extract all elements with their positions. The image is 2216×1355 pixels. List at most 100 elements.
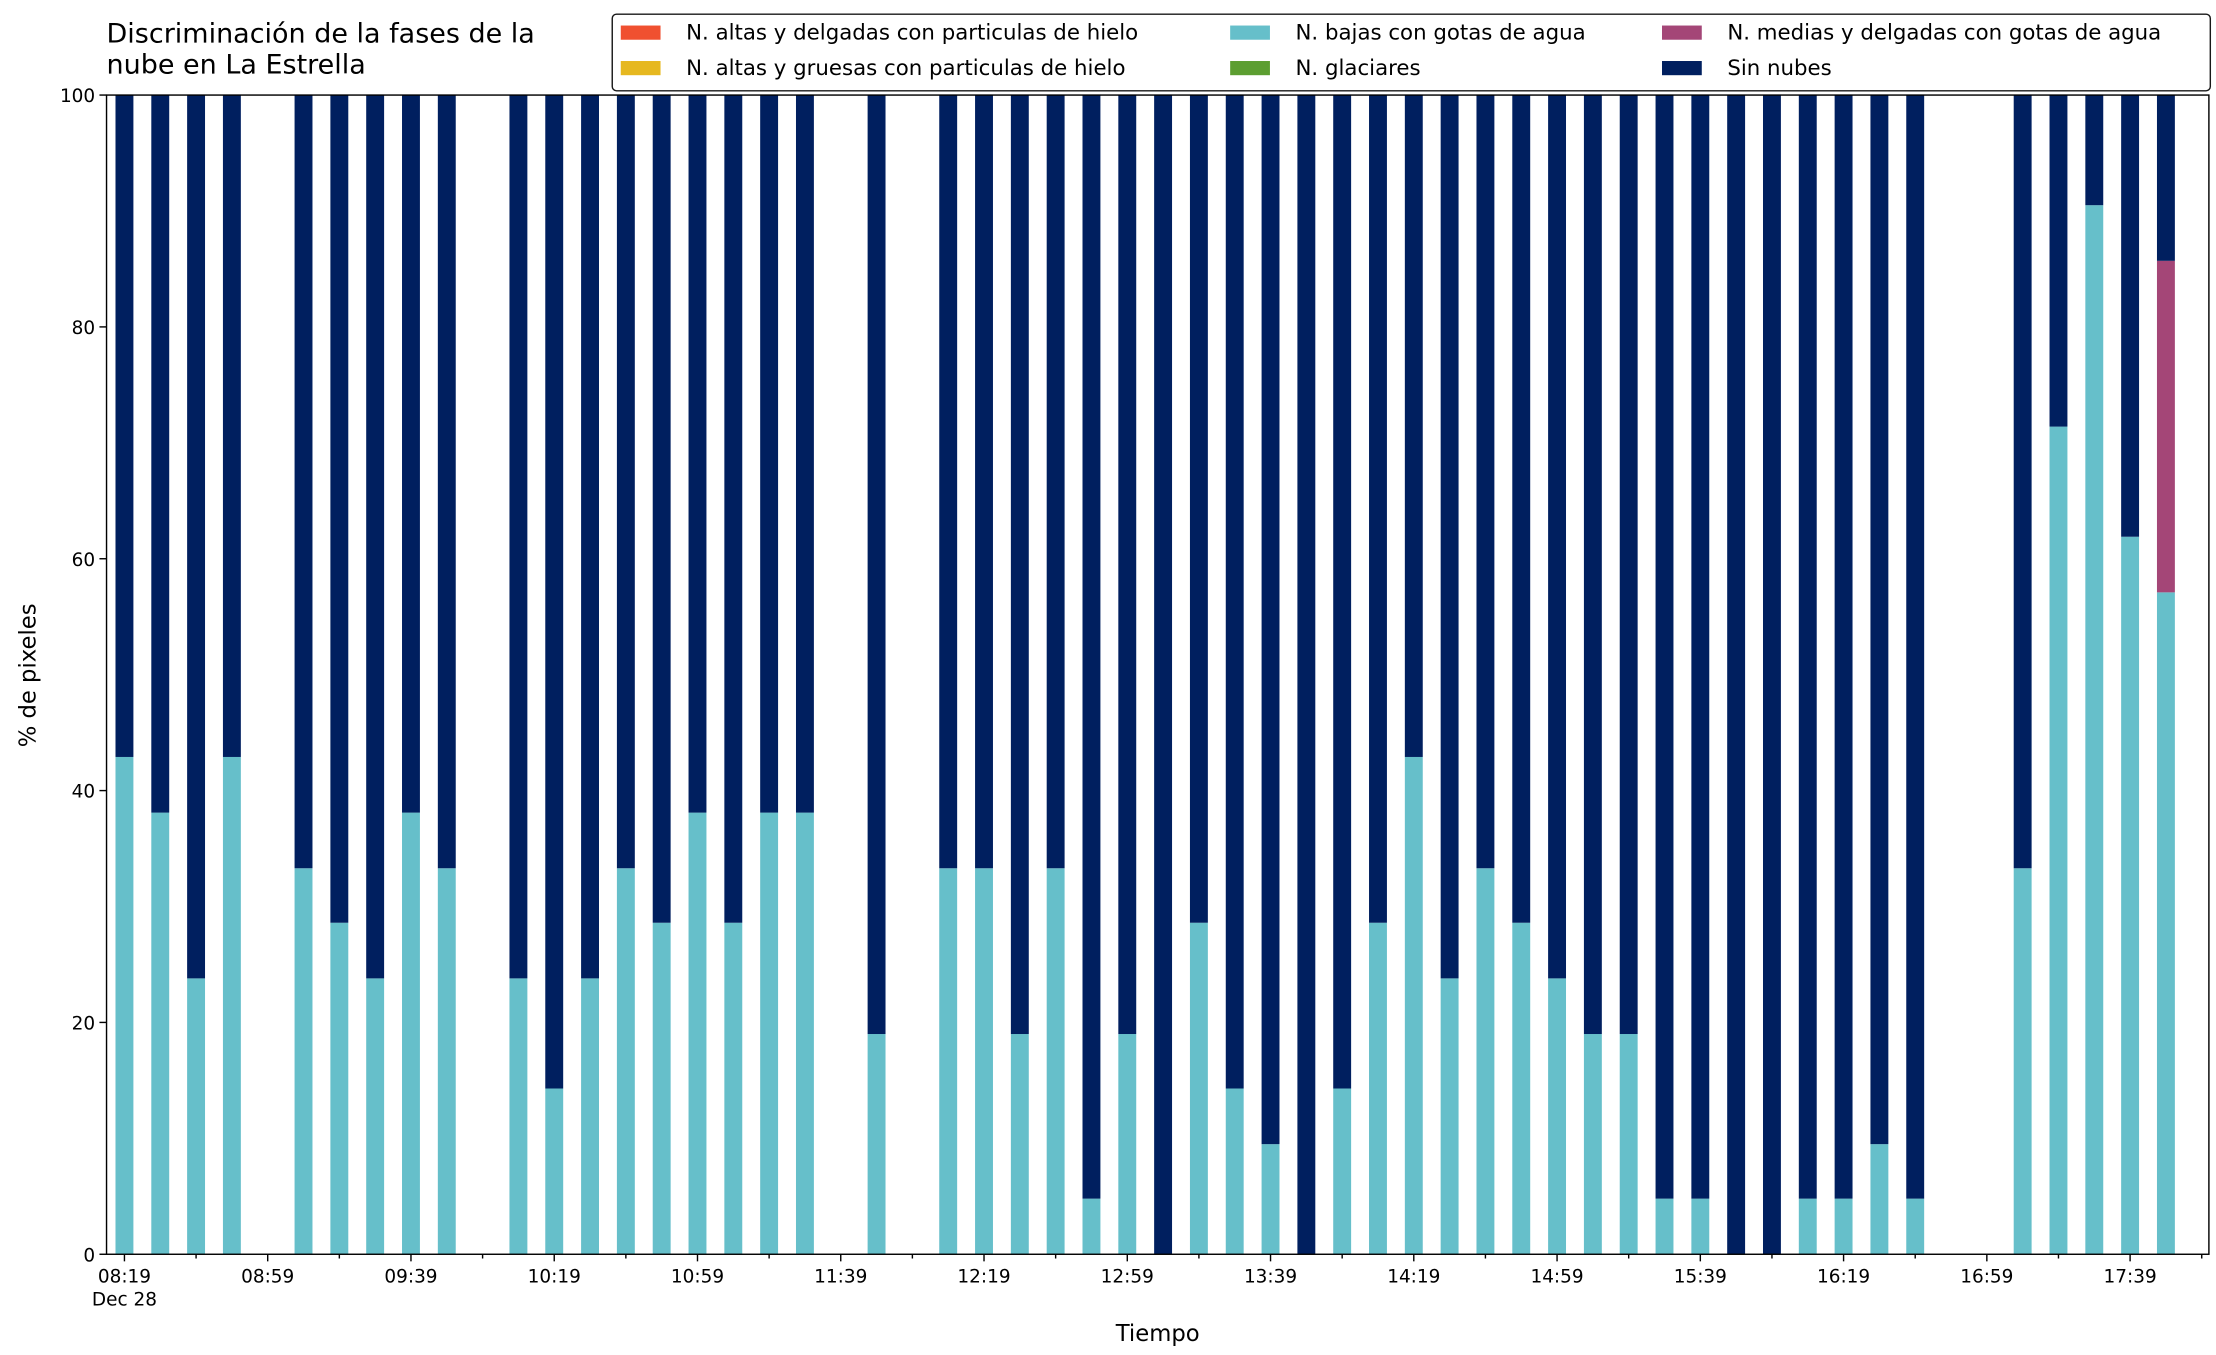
bar-segment [688, 95, 707, 813]
x-tick-label: 12:59 [1101, 1267, 1154, 1288]
legend-label: N. altas y delgadas con particulas de hi… [686, 21, 1138, 46]
bar-segment [545, 1088, 564, 1255]
x-tick-label: 16:59 [1960, 1267, 2013, 1288]
bar-segment [2049, 426, 2068, 1255]
legend-swatch [620, 61, 661, 76]
bar-segment [545, 95, 564, 1089]
bar-segment [1010, 95, 1029, 1035]
bar-segment [1010, 1034, 1029, 1255]
x-tick-label: 14:19 [1387, 1267, 1440, 1288]
x-tick-label: 10:19 [528, 1267, 581, 1288]
legend-label: N. glaciares [1296, 56, 1421, 81]
bar-segment [1619, 1034, 1638, 1255]
legend-label: Sin nubes [1727, 56, 1831, 81]
bar-segment [1512, 95, 1531, 923]
bar-segment [2156, 95, 2175, 261]
bar-segment [294, 868, 313, 1255]
bar-segment [1512, 922, 1531, 1255]
x-tick-label: 15:39 [1674, 1267, 1727, 1288]
bar-segment [652, 922, 671, 1255]
bar-segment [1154, 95, 1173, 1255]
bar-segment [1548, 978, 1567, 1255]
bar-segment [1906, 1198, 1925, 1255]
bar-segment [1762, 95, 1781, 1255]
bar-segment [1082, 1198, 1101, 1255]
bar-segment [1118, 95, 1137, 1035]
y-tick-label: 100 [60, 86, 95, 107]
bar-segment [1476, 868, 1495, 1255]
bar-segment [1727, 95, 1746, 1255]
legend-box [611, 13, 2212, 92]
x-tick-label: 13:39 [1244, 1267, 1297, 1288]
bar-segment [151, 95, 170, 813]
bar-segment [1333, 1088, 1352, 1255]
bar-segment [795, 812, 814, 1255]
y-axis-label: % de pixeles [16, 603, 42, 747]
y-tick-label: 20 [72, 1014, 95, 1035]
bar-segment [437, 868, 456, 1255]
x-tick-label: 11:39 [814, 1267, 867, 1288]
legend-label: N. bajas con gotas de agua [1296, 21, 1586, 46]
bar-segment [1476, 95, 1495, 869]
bar-segment [330, 95, 349, 923]
bar-segment [366, 978, 385, 1255]
bar-segment [509, 978, 528, 1255]
bar-segment [1225, 95, 1244, 1089]
bar-segment [151, 812, 170, 1255]
legend-label: N. altas y gruesas con particulas de hie… [686, 56, 1125, 81]
y-tick-label: 0 [83, 1245, 95, 1266]
bar-segment [1189, 922, 1208, 1255]
bar-segment [2121, 95, 2140, 537]
bar-segment [2121, 536, 2140, 1255]
bar-segment [1440, 978, 1459, 1255]
bar-segment [795, 95, 814, 813]
bar-segment [581, 95, 599, 979]
bar-segment [1082, 95, 1101, 1199]
x-tick-label: 10:59 [671, 1267, 724, 1288]
bar-segment [2013, 868, 2032, 1255]
bar-segment [760, 812, 779, 1255]
bar-segment [1870, 95, 1889, 1145]
bar-segment [867, 1034, 886, 1255]
bar-segment [1369, 922, 1387, 1255]
legend-swatch [620, 25, 661, 40]
bar-segment [1548, 95, 1567, 979]
bar-segment [222, 756, 241, 1255]
legend-label: N. medias y delgadas con gotas de agua [1727, 21, 2161, 46]
bar-segment [1798, 1198, 1817, 1255]
x-tick-label: 08:59 [241, 1267, 294, 1288]
x-axis-label: Tiempo [1115, 1321, 1200, 1347]
bar-segment [1655, 1198, 1674, 1255]
legend-swatch [1662, 61, 1702, 76]
bar-segment [2156, 592, 2175, 1255]
bar-segment [366, 95, 385, 979]
bar-segment [1834, 1198, 1853, 1255]
bar-segment [1906, 95, 1925, 1199]
bar-segment [616, 95, 635, 869]
y-tick-label: 60 [72, 550, 95, 571]
bar-segment [724, 922, 743, 1255]
bar-segment [2085, 95, 2104, 206]
x-tick-label: 09:39 [384, 1267, 437, 1288]
bar-segment [1440, 95, 1459, 979]
bar-segment [652, 95, 671, 923]
bar-segment [1297, 95, 1316, 1255]
bar-segment [509, 95, 528, 979]
bar-segment [2013, 95, 2032, 869]
bar-segment [115, 95, 134, 757]
bar-segment [1189, 95, 1208, 923]
legend-swatch [1230, 61, 1270, 76]
bar-segment [724, 95, 743, 923]
bar-segment [581, 978, 599, 1255]
y-tick-label: 80 [72, 318, 95, 339]
bar-segment [1834, 95, 1853, 1199]
bar-segment [187, 95, 206, 979]
bar-segment [616, 868, 635, 1255]
bar-segment [1691, 95, 1710, 1199]
bar-segment [402, 812, 420, 1255]
x-tick-label: 08:19 Dec 28 [92, 1267, 157, 1311]
y-tick-label: 40 [72, 782, 95, 803]
bar-segment [1798, 95, 1817, 1199]
legend-swatch [1230, 25, 1270, 40]
bar-segment [1333, 95, 1352, 1089]
